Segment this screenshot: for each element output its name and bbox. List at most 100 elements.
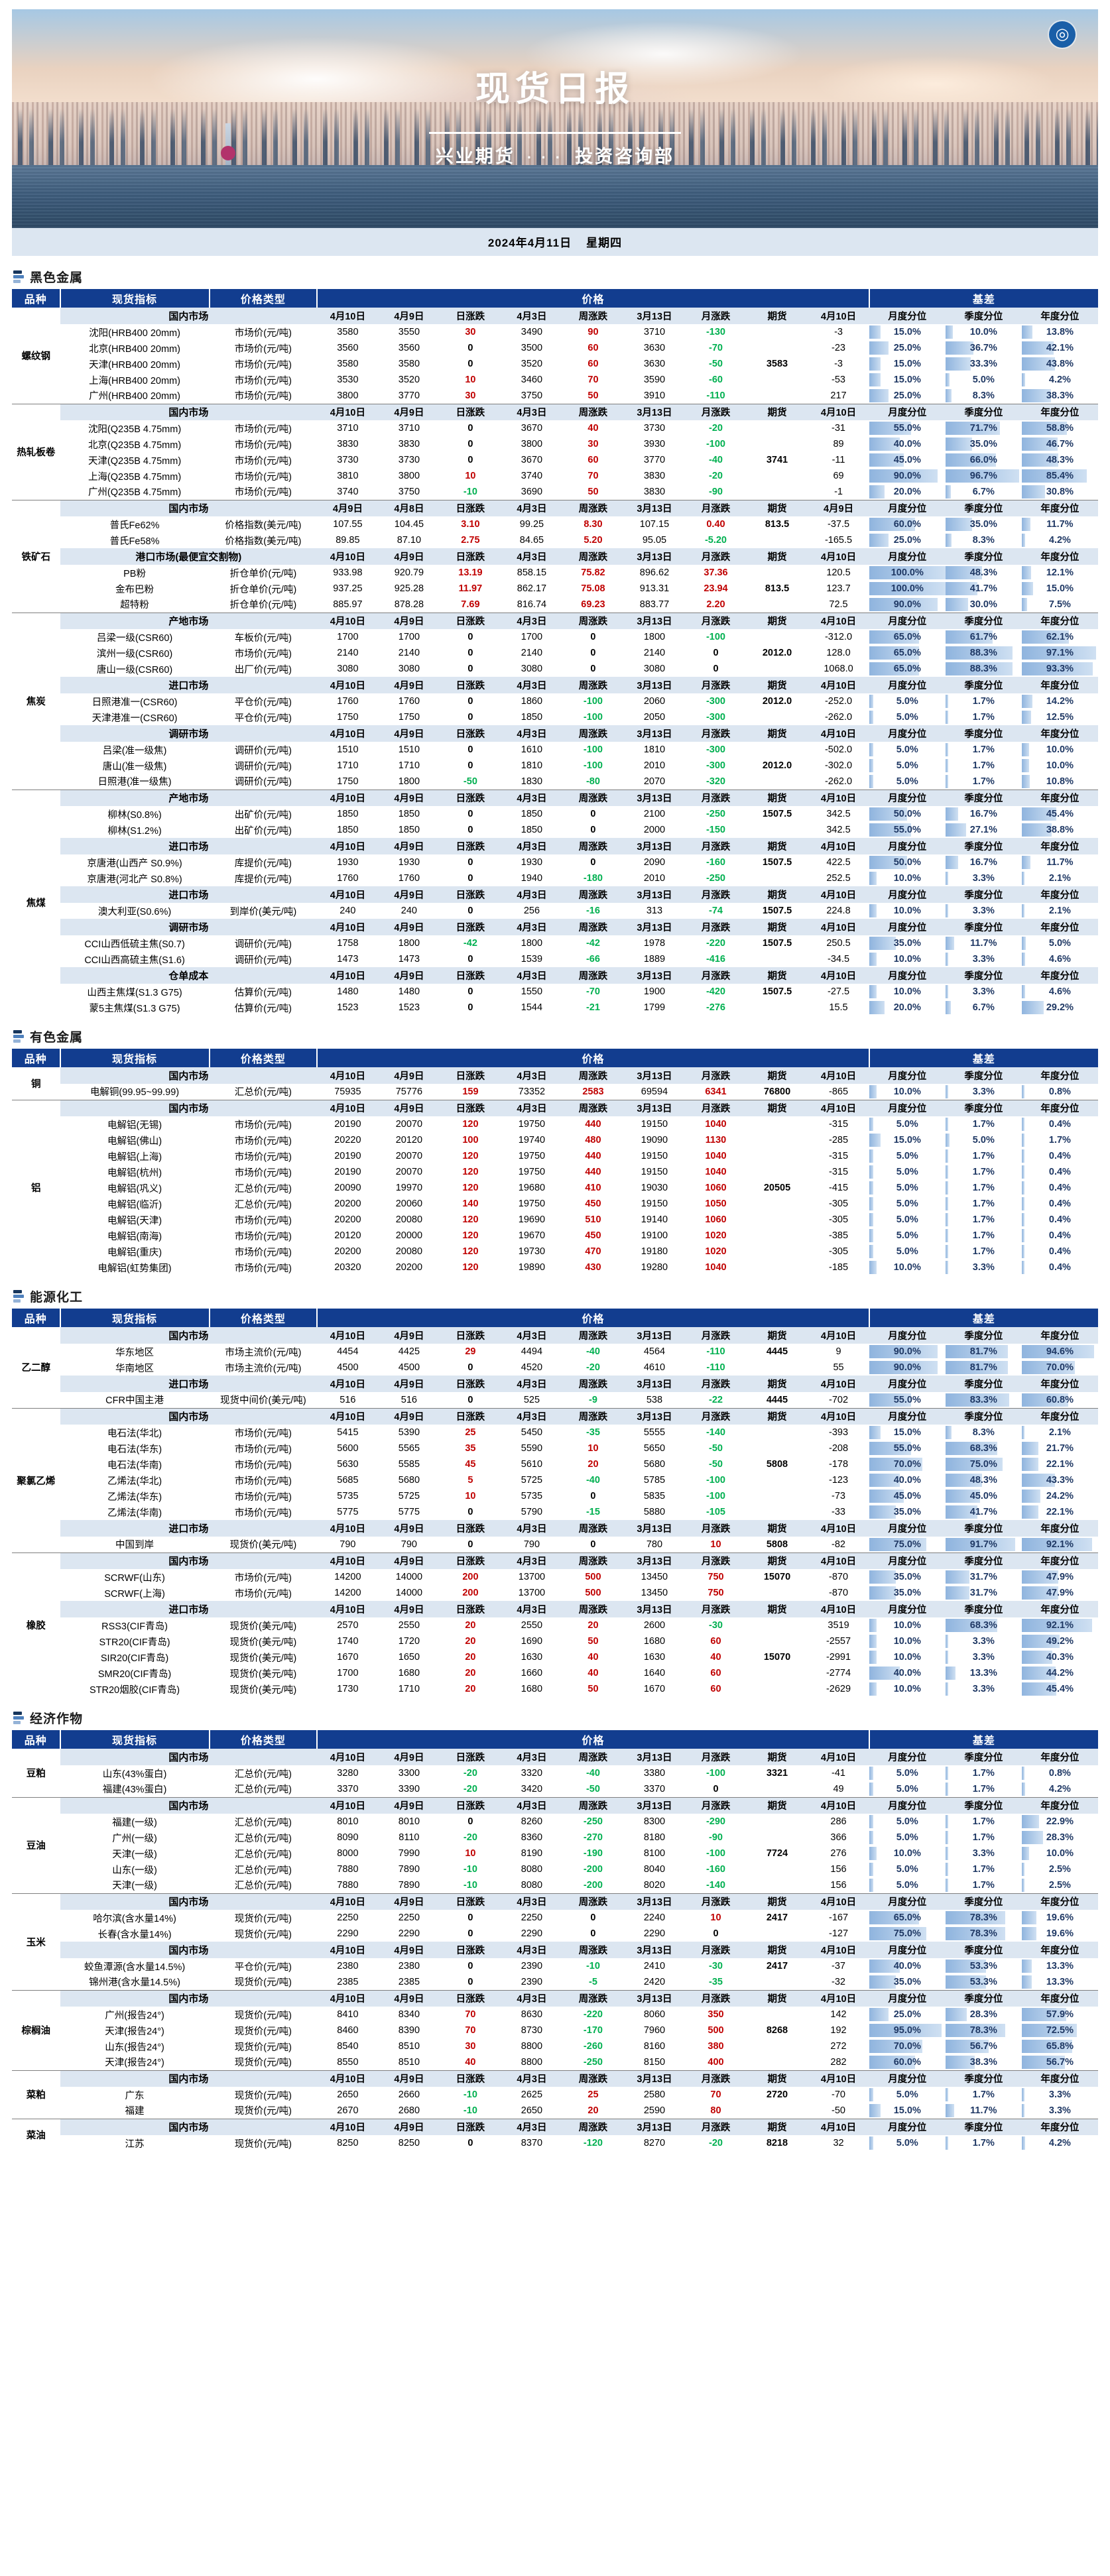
basis-value: -70 [808, 2087, 869, 2103]
percentile-value: 10.0% [893, 873, 921, 884]
price-d3: 1810 [501, 758, 563, 774]
price-d2: 3390 [378, 1781, 440, 1797]
market-label: 国内市场 [60, 1552, 318, 1569]
percentile-bar [869, 1783, 873, 1796]
daily-change: 20 [440, 1617, 501, 1633]
col-monthly-chg: 月涨跌 [685, 403, 747, 420]
daily-change: -10 [440, 2087, 501, 2103]
percentile-bar [1021, 2008, 1066, 2021]
year-percentile: 22.1% [1021, 1456, 1098, 1472]
price-d1: 20190 [317, 1148, 379, 1164]
indicator-name: 天津(一级) [60, 1845, 210, 1861]
daily-change: 20 [440, 1665, 501, 1681]
percentile-bar [1021, 1458, 1039, 1471]
percentile-value: 88.3% [969, 664, 997, 674]
price-d4: 1799 [623, 1000, 686, 1016]
table-row: 电解铝(上海) 市场价(元/吨) 20190 20070 120 19750 440 1915… [12, 1148, 1098, 1164]
percentile-bar [945, 566, 983, 579]
monthly-change: -60 [685, 372, 747, 388]
percentile-bar [1021, 1767, 1025, 1780]
basis-value: 252.5 [808, 870, 869, 886]
col-weekly-chg: 周涨跌 [562, 2118, 624, 2135]
col-d3: 4月3日 [501, 1601, 563, 1617]
percentile-value: 55.0% [893, 1443, 921, 1454]
price-d3: 4520 [501, 1360, 563, 1376]
percentile-value: 41.7% [969, 583, 997, 594]
col-d2: 4月9日 [378, 1407, 440, 1425]
daily-change: 0 [440, 854, 501, 870]
market-label: 调研市场 [60, 725, 318, 742]
percentile-value: 50.0% [893, 809, 921, 819]
percentile-bar [945, 1213, 949, 1226]
col-daily-chg: 日涨跌 [440, 725, 501, 742]
monthly-change: 6341 [685, 1084, 747, 1100]
col-monthly-chg: 月涨跌 [685, 967, 747, 984]
basis-value: -702 [808, 1392, 869, 1408]
col-d3: 4月3日 [501, 1520, 563, 1537]
price-d4: 8100 [623, 1845, 686, 1861]
percentile-value: 13.3% [969, 1668, 997, 1678]
quarter-percentile: 11.7% [945, 935, 1022, 951]
price-d3: 2390 [501, 1958, 563, 1974]
price-d1: 3830 [317, 436, 379, 452]
year-percentile: 1.7% [1021, 1132, 1098, 1148]
indicator-name: CCI山西低硫主焦(S0.7) [60, 935, 210, 951]
futures-price [746, 1633, 808, 1649]
market-label: 进口市场 [60, 838, 318, 854]
price-d4: 3930 [623, 436, 686, 452]
indicator-name: 吕梁(准一级焦) [60, 742, 210, 758]
indicator-name: 沈阳(HRB400 20mm) [60, 324, 210, 340]
weekly-change: 440 [562, 1164, 624, 1180]
col-month-pct: 月度分位 [869, 1327, 946, 1344]
col-weekly-chg: 周涨跌 [562, 1099, 624, 1116]
month-percentile: 5.0% [869, 742, 946, 758]
percentile-value: 35.0% [893, 1572, 921, 1582]
percentile-value: 3.3% [972, 1684, 995, 1694]
futures-price [746, 1472, 808, 1488]
percentile-bar [1021, 453, 1059, 467]
price-d2: 2250 [378, 1910, 440, 1926]
weekly-change: 0 [562, 629, 624, 645]
price-d4: 1640 [623, 1665, 686, 1681]
price-type: 估算价(元/吨) [209, 1000, 318, 1016]
col-quarter-pct: 季度分位 [945, 1989, 1022, 2007]
price-type: 市场主流价(元/吨) [209, 1360, 318, 1376]
indicator-name: 电石法(华南) [60, 1456, 210, 1472]
price-d4: 8020 [623, 1877, 686, 1893]
basis-value: 15.5 [808, 1000, 869, 1016]
price-type: 调研价(元/吨) [209, 758, 318, 774]
col-basis-date: 4月10日 [808, 1520, 869, 1537]
price-d3: 1930 [501, 854, 563, 870]
daily-change: 0 [440, 661, 501, 677]
percentile-value: 3.3% [1048, 2089, 1071, 2100]
month-percentile: 25.0% [869, 388, 946, 404]
monthly-change: -90 [685, 1830, 747, 1845]
percentile-bar [1021, 1847, 1030, 1860]
percentile-bar [945, 1261, 949, 1274]
percentile-bar [869, 1345, 938, 1358]
percentile-bar [945, 1197, 949, 1210]
price-d1: 20090 [317, 1180, 379, 1196]
monthly-change: 10 [685, 1537, 747, 1552]
report-page: ◎ 现货日报 兴业期货 · · · 投资咨询部 2024年4月11日 星期四 黑色金属… [0, 9, 1110, 2178]
price-d4: 1680 [623, 1633, 686, 1649]
percentile-value: 55.0% [893, 423, 921, 434]
percentile-value: 5.0% [896, 1183, 918, 1193]
quarter-percentile: 1.7% [945, 2087, 1022, 2103]
market-label: 仓单成本 [60, 967, 318, 984]
weekly-change: 0 [562, 854, 624, 870]
percentile-bar [869, 1667, 900, 1680]
percentile-bar [945, 518, 973, 531]
col-d3: 4月3日 [501, 403, 563, 420]
col-quarter-pct: 季度分位 [945, 403, 1022, 420]
col-d2: 4月9日 [378, 1376, 440, 1392]
col-d3: 4月3日 [501, 1376, 563, 1392]
price-d2: 8110 [378, 1830, 440, 1845]
indicator-name: 山东(一级) [60, 1861, 210, 1877]
indicator-name: 天津港准一(CSR60) [60, 709, 210, 725]
percentile-value: 38.3% [1046, 390, 1074, 401]
price-d4: 2010 [623, 870, 686, 886]
futures-price [746, 1000, 808, 1016]
basis-value: -178 [808, 1456, 869, 1472]
col-d2: 4月9日 [378, 1989, 440, 2007]
